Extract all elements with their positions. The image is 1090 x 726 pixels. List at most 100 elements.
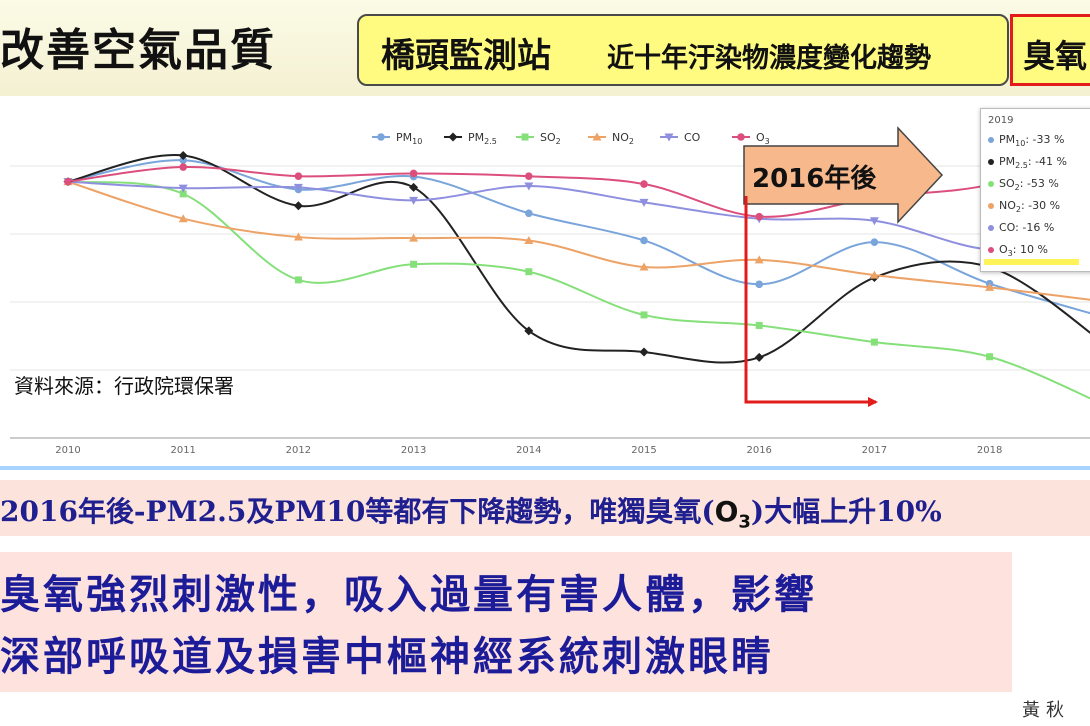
- legend-marker: [592, 132, 602, 141]
- data-point: [870, 338, 878, 346]
- caption-before: 2016年後-PM2.5及PM10等都有下降趨勢，唯獨臭氧(: [0, 495, 715, 528]
- legend-item-no2: NO2: [588, 131, 634, 146]
- data-point: [293, 201, 303, 211]
- legend-2019-sub: 2.5: [1015, 161, 1028, 171]
- data-point: [524, 182, 534, 191]
- legend-2019-row: O3: 10 %: [988, 243, 1048, 258]
- x-tick-label: 2014: [516, 445, 541, 456]
- data-point: [755, 280, 763, 289]
- source-note: 資料來源：行政院環保署: [14, 374, 234, 398]
- legend-2019-year: 2019: [988, 115, 1014, 126]
- legend-2019-value: : -53 %: [1019, 177, 1059, 190]
- legend-marker: [521, 133, 529, 141]
- legend-label: O3: [756, 131, 770, 146]
- x-tick-label: 2015: [631, 445, 656, 456]
- data-point: [525, 268, 533, 276]
- data-point: [409, 182, 419, 192]
- x-tick-label: 2017: [862, 445, 887, 456]
- data-point: [639, 198, 649, 207]
- legend-item-o3: O3: [732, 131, 770, 146]
- legend-item-pm25: PM2.5: [444, 131, 497, 146]
- legend-label: SO2: [540, 131, 561, 146]
- data-point: [178, 184, 188, 193]
- legend-2019-dot: [988, 225, 994, 231]
- pollutant-trend-chart: 2010201120122013201420152016201720182019…: [10, 126, 1090, 456]
- data-point: [524, 235, 534, 244]
- legend-label: CO: [684, 131, 701, 144]
- ozone-tag-box: 臭氧: [1010, 14, 1090, 86]
- station-subtitle: 近十年汙染物濃度變化趨勢: [607, 43, 931, 74]
- legend-2019-label: PM: [999, 155, 1016, 168]
- legend-marker: [448, 132, 458, 142]
- x-tick-label: 2011: [170, 445, 195, 456]
- data-point: [64, 177, 72, 186]
- data-point: [755, 321, 763, 329]
- caption-ozone: O3: [714, 495, 751, 533]
- data-point: [640, 236, 648, 245]
- legend-2019-sub: 3: [1007, 249, 1013, 259]
- legend-2019-value: : -33 %: [1025, 133, 1065, 146]
- legend-item-co: CO: [660, 131, 701, 144]
- data-point: [869, 217, 879, 226]
- data-point: [178, 214, 188, 223]
- x-tick-label: 2013: [401, 445, 426, 456]
- series-line-pm10: [67, 159, 1090, 315]
- red-arrow-icon: [744, 196, 878, 407]
- data-point: [179, 156, 187, 165]
- legend-2019-row: SO2: -53 %: [988, 177, 1059, 192]
- legend-label: PM2.5: [468, 131, 497, 146]
- data-point: [985, 282, 995, 291]
- data-point: [293, 183, 303, 192]
- data-point: [870, 238, 879, 246]
- data-point: [409, 196, 419, 205]
- legend-2019-value: : -30 %: [1020, 199, 1061, 212]
- series-line-no2: [67, 180, 1090, 301]
- data-point: [410, 260, 418, 268]
- main-title: 改善空氣品質: [0, 25, 276, 76]
- legend-2019-sub: 10: [1015, 139, 1026, 149]
- legend-marker: [377, 133, 385, 141]
- data-point: [294, 276, 302, 284]
- legend-2019-label: SO: [999, 177, 1015, 190]
- x-tick-label: 2016: [746, 445, 771, 456]
- legend-2019-sub: 2: [1015, 205, 1021, 215]
- legend-2019-dot: [988, 203, 994, 209]
- author-signature: 黃秋: [1022, 700, 1070, 721]
- data-point: [639, 347, 649, 357]
- title-band: 改善空氣品質 橋頭監測站 近十年汙染物濃度變化趨勢 臭氧: [0, 0, 1090, 96]
- legend-2019-dot: [988, 247, 994, 253]
- data-point: [754, 255, 764, 264]
- legend-highlight-mark: [984, 259, 1079, 265]
- data-point: [640, 180, 648, 188]
- legend-2019-value: : -41 %: [1027, 155, 1067, 168]
- warning-line-2: 深部呼吸道及損害中樞神經系統刺激眼睛: [0, 634, 774, 680]
- data-point: [293, 232, 303, 241]
- data-point: [178, 150, 188, 160]
- legend-2019-value: : 10 %: [1012, 243, 1048, 256]
- legend-item-so2: SO2: [516, 131, 561, 146]
- legend-label: NO2: [612, 131, 634, 146]
- chart-frame: 2010 2011 2012 2013 2014 2015 2016 2017 2018 2019…: [0, 98, 1090, 470]
- x-tick-label: 2018: [977, 445, 1002, 456]
- legend-2019-label: PM: [999, 133, 1016, 146]
- data-point: [179, 190, 187, 198]
- legend-2019-dot: [988, 159, 994, 165]
- legend-2019-dot: [988, 137, 994, 143]
- series-line-o3: [67, 150, 1090, 218]
- legend-2019-row: NO2: -30 %: [988, 199, 1060, 214]
- data-point: [639, 262, 649, 271]
- series-line-pm25: [67, 154, 1090, 364]
- legend-2019-label: CO: [999, 221, 1016, 234]
- x-tick-label: 2010: [55, 445, 80, 456]
- legend-2019-label: NO: [999, 199, 1016, 212]
- ozone-tag: 臭氧: [1023, 37, 1088, 75]
- legend-2019-row: PM2.5: -41 %: [988, 155, 1067, 170]
- warning-box: 臭氧強烈刺激性，吸入過量有害人體，影響 深部呼吸道及損害中樞神經系統刺激眼睛: [0, 552, 1012, 692]
- callout-label: 2016年後: [752, 163, 877, 194]
- x-tick-label: 2012: [286, 445, 311, 456]
- legend-2019-label: O: [999, 243, 1008, 256]
- data-point: [754, 352, 764, 362]
- caption-after: )大幅上升10%: [750, 495, 942, 528]
- legend-2019-box: 2019 PM10: -33 % PM2.5: -41 % SO2: -53 % NO…: [980, 108, 1090, 272]
- data-point: [524, 326, 534, 336]
